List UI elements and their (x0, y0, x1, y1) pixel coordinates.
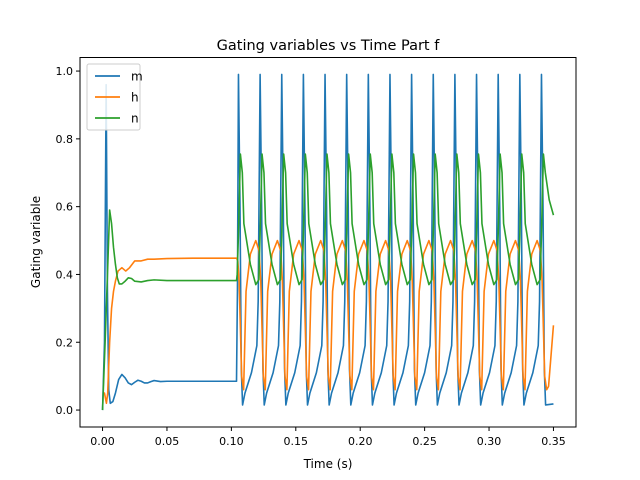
y-tick-label: 0.4 (56, 268, 74, 281)
x-tick-label: 0.00 (90, 435, 115, 448)
y-tick-label: 0.8 (56, 133, 74, 146)
y-tick-label: 0.2 (56, 336, 74, 349)
x-tick-label: 0.10 (219, 435, 244, 448)
x-tick-label: 0.05 (155, 435, 180, 448)
y-tick-label: 1.0 (56, 65, 74, 78)
legend-h-label: h (131, 91, 139, 105)
plot-lines (101, 73, 555, 411)
x-tick-label: 0.20 (348, 435, 373, 448)
y-axis-label: Gating variable (29, 196, 43, 288)
legend: m h n (86, 63, 143, 131)
series-m-line (101, 73, 554, 411)
chart-title: Gating variables vs Time Part f (217, 38, 441, 54)
y-tick-label: 0.0 (56, 404, 74, 417)
legend-n-label: n (131, 112, 139, 126)
x-tick-label: 0.15 (284, 435, 309, 448)
axes-frame (79, 57, 577, 428)
legend-m-label: m (131, 70, 143, 84)
series-n-line (101, 153, 555, 411)
y-axis-ticks: 0.0 0.2 0.4 0.6 0.8 1.0 (56, 65, 80, 417)
x-axis-ticks: 0.00 0.05 0.10 0.15 0.20 0.25 0.30 0.35 (90, 427, 566, 448)
x-tick-label: 0.30 (477, 435, 502, 448)
y-tick-label: 0.6 (56, 201, 74, 214)
x-tick-label: 0.35 (541, 435, 566, 448)
x-tick-label: 0.25 (412, 435, 437, 448)
x-axis-label: Time (s) (303, 457, 353, 471)
